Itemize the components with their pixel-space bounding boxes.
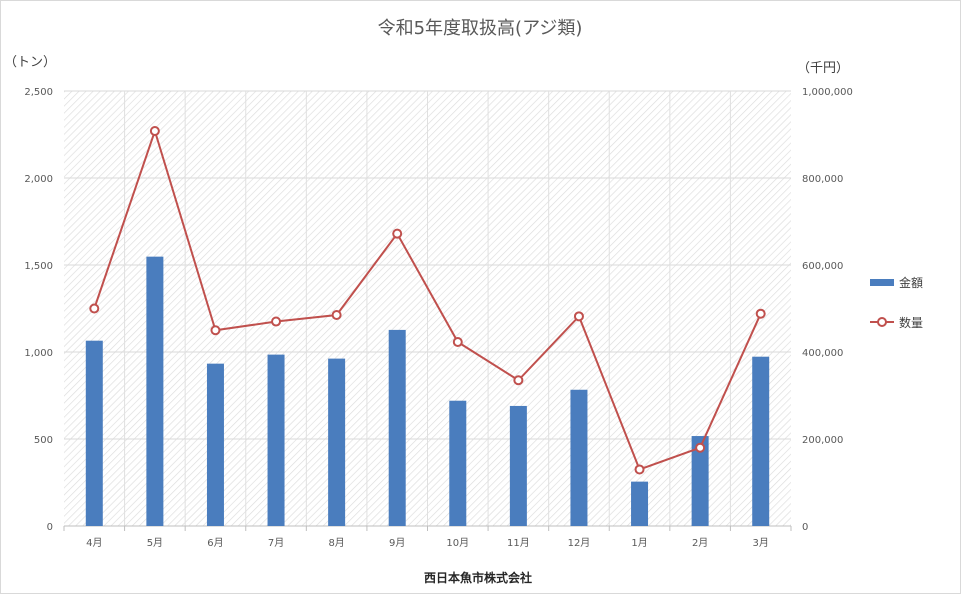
line-point bbox=[271, 316, 282, 327]
bar bbox=[85, 340, 103, 526]
bar-series bbox=[85, 256, 770, 526]
bar bbox=[509, 405, 527, 526]
right-tick-label: 800,000 bbox=[802, 174, 843, 185]
left-tick-label: 0 bbox=[47, 522, 53, 533]
left-tick-label: 2,000 bbox=[24, 174, 53, 185]
line-point bbox=[331, 310, 342, 321]
x-axis: 4月 5月 6月 7月 8月 9月 10月 11月 12月 1月 2月 3月 bbox=[63, 526, 792, 549]
left-tick-label: 1,500 bbox=[24, 261, 53, 272]
right-tick-label: 200,000 bbox=[802, 435, 843, 446]
left-axis-unit: （トン） bbox=[4, 55, 56, 70]
right-tick-label: 400,000 bbox=[802, 348, 843, 359]
left-axis: 0 500 1,000 1,500 2,000 2,500 bbox=[24, 87, 53, 533]
bar bbox=[752, 356, 770, 526]
line-point bbox=[210, 325, 221, 336]
line-point bbox=[695, 442, 706, 453]
right-tick-label: 0 bbox=[802, 522, 808, 533]
x-tick-label: 7月 bbox=[268, 537, 284, 549]
x-tick-label: 2月 bbox=[692, 537, 708, 549]
left-tick-label: 1,000 bbox=[24, 348, 53, 359]
left-tick-label: 2,500 bbox=[24, 87, 53, 98]
x-tick-label: 10月 bbox=[446, 537, 469, 549]
line-point bbox=[513, 375, 524, 386]
bar bbox=[267, 354, 285, 526]
line-path bbox=[93, 127, 762, 471]
legend-line-marker bbox=[877, 317, 887, 327]
x-tick-label: 11月 bbox=[507, 537, 530, 549]
chart-title: 令和5年度取扱高(アジ類) bbox=[378, 18, 583, 39]
x-tick-label: 6月 bbox=[207, 537, 223, 549]
right-axis-unit: （千円） bbox=[797, 61, 849, 76]
bar bbox=[449, 400, 467, 526]
bar bbox=[691, 436, 709, 526]
gridlines bbox=[64, 90, 791, 527]
x-tick-label: 5月 bbox=[147, 537, 163, 549]
bar bbox=[388, 329, 406, 526]
left-tick-label: 500 bbox=[34, 435, 53, 446]
footer-label: 西日本魚市株式会社 bbox=[424, 570, 532, 585]
x-tick-label: 4月 bbox=[86, 537, 102, 549]
bar bbox=[146, 256, 164, 526]
line-point bbox=[573, 311, 584, 322]
right-axis: 0 200,000 400,000 600,000 800,000 1,000,000 bbox=[802, 87, 853, 533]
x-tick-label: 8月 bbox=[328, 537, 344, 549]
line-point bbox=[634, 464, 645, 475]
line-point bbox=[89, 303, 100, 314]
bar bbox=[328, 358, 346, 526]
right-tick-label: 1,000,000 bbox=[802, 87, 853, 98]
bar bbox=[631, 481, 649, 526]
bar bbox=[570, 389, 588, 526]
line-point bbox=[392, 228, 403, 239]
line-point bbox=[755, 308, 766, 319]
legend: 金額 数量 bbox=[870, 275, 923, 330]
legend-bar-swatch bbox=[870, 279, 894, 286]
bar bbox=[206, 363, 224, 526]
x-tick-label: 12月 bbox=[568, 537, 591, 549]
right-tick-label: 600,000 bbox=[802, 261, 843, 272]
line-point bbox=[452, 336, 463, 347]
x-tick-label: 9月 bbox=[389, 537, 405, 549]
legend-bar-label: 金額 bbox=[899, 275, 923, 290]
line-series bbox=[89, 126, 766, 475]
x-tick-label: 3月 bbox=[753, 537, 769, 549]
legend-line-label: 数量 bbox=[899, 315, 923, 330]
x-tick-label: 1月 bbox=[631, 537, 647, 549]
line-point bbox=[149, 126, 160, 137]
